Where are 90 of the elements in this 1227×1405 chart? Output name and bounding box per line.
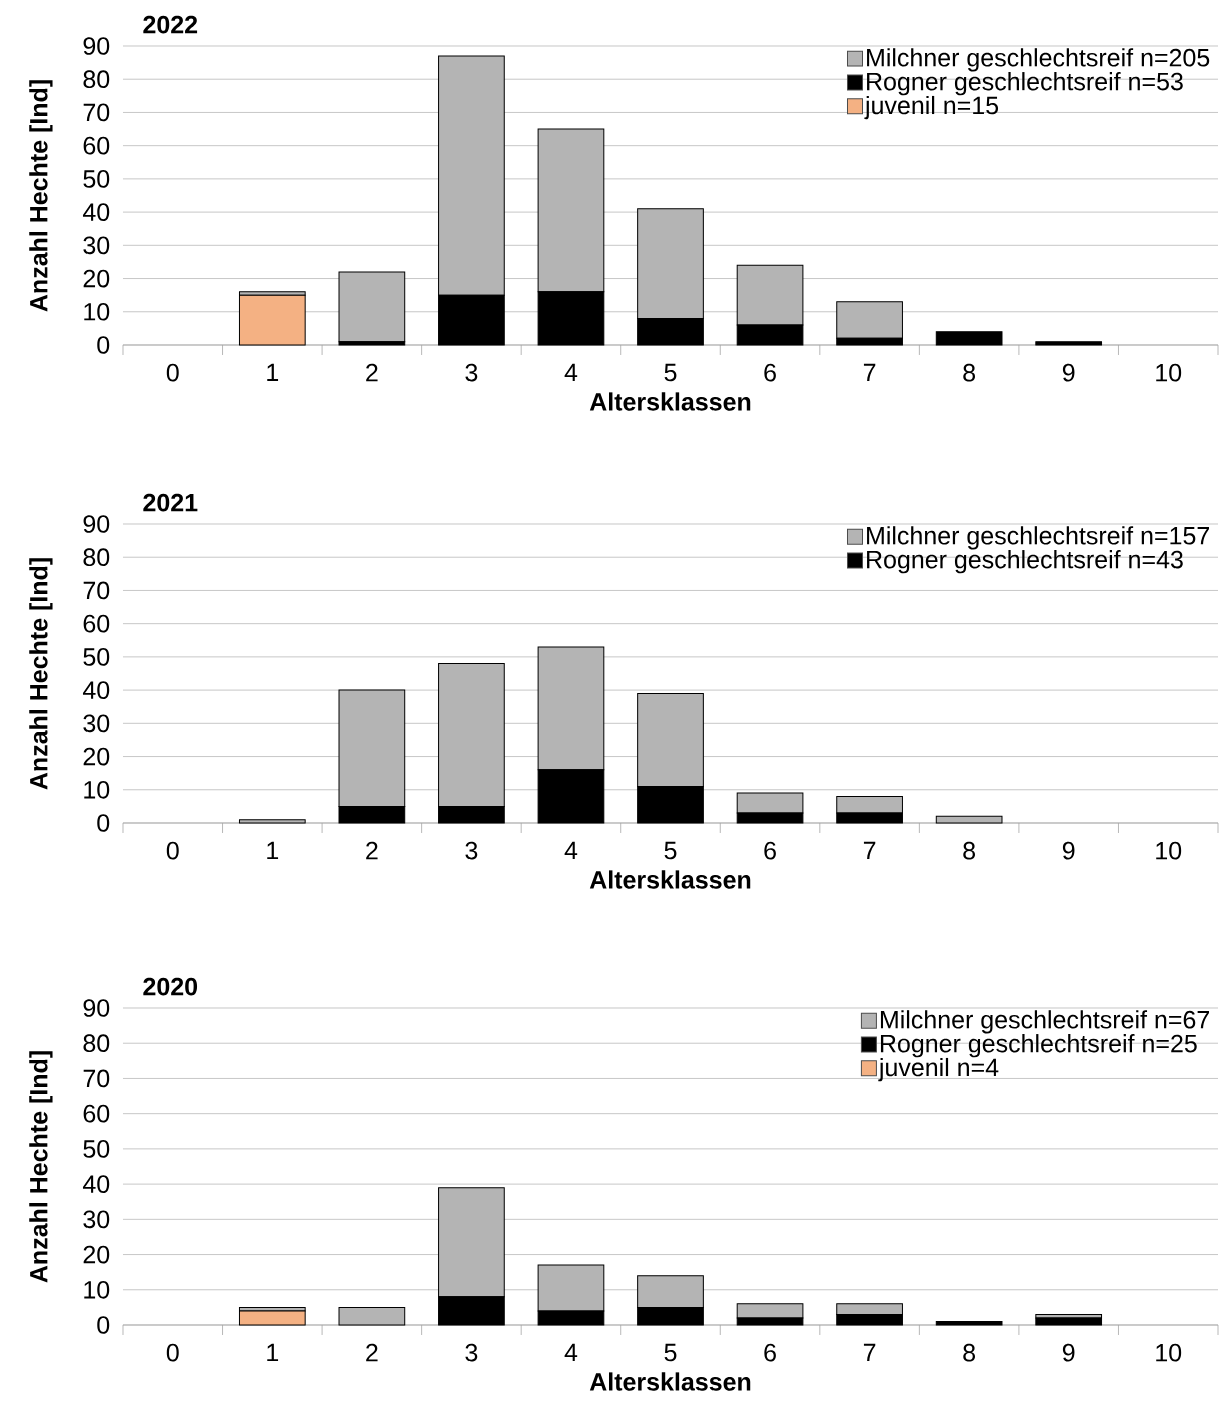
legend-label: juvenil n=15 [864,95,999,120]
bar [238,819,306,824]
y-tick-label: 0 [97,336,110,354]
x-tick-label: 0 [166,1343,179,1362]
y-tick-label: 90 [83,999,110,1017]
x-tick-label: 0 [166,841,179,860]
legend-label: Rogner geschlechtsreif n=53 [867,72,1183,96]
chart-title: 2021 [143,493,198,512]
y-tick-label: 20 [83,1245,110,1264]
y-tick-label: 80 [83,1034,110,1053]
y-tick-label: 50 [83,648,110,666]
y-tick-label: 20 [83,269,110,288]
legend-label: Milchner geschlechtsreif n=67 [880,1010,1209,1034]
bar [238,1310,306,1326]
x-tick-label: 6 [764,841,776,860]
x-tick-label: 2 [366,1343,378,1362]
x-axis-title: Altersklassen [589,1372,751,1391]
y-axis-title: Anzahl Hechte [Ind] [29,558,53,790]
y-tick-label: 10 [84,302,110,321]
x-tick-label: 8 [963,841,975,860]
bar [1035,1317,1103,1326]
bar [935,815,1003,824]
legend-label: Milchner geschlechtsreif n=157 [867,526,1209,550]
y-tick-label: 50 [83,170,110,188]
x-tick-label: 9 [1062,1343,1075,1362]
x-tick-label: 3 [465,841,478,860]
y-tick-label: 30 [83,714,110,733]
x-tick-label: 10 [1156,1343,1182,1362]
x-tick-label: 0 [166,363,179,382]
y-tick-label: 0 [97,814,110,832]
y-tick-label: 60 [83,614,110,633]
y-tick-label: 30 [83,236,110,255]
x-axis-title: Altersklassen [589,392,751,411]
bar [1035,341,1103,346]
bar [935,331,1003,346]
y-tick-label: 40 [82,1175,110,1193]
y-tick-label: 30 [83,1210,110,1229]
x-tick-label: 4 [564,363,578,381]
y-tick-label: 90 [83,515,110,533]
x-tick-label: 5 [664,1343,677,1362]
x-tick-label: 3 [465,363,478,382]
chart-title: 2020 [143,977,198,996]
y-tick-label: 70 [83,581,110,600]
x-tick-label: 4 [564,841,578,859]
chart-title: 2022 [143,15,198,34]
x-tick-label: 5 [664,363,677,382]
y-tick-label: 70 [83,1069,110,1088]
x-tick-label: 8 [963,1343,975,1362]
x-tick-label: 1 [267,363,279,381]
y-tick-label: 70 [83,103,110,122]
y-tick-label: 0 [97,1316,110,1334]
x-tick-label: 7 [863,841,876,859]
y-axis-title: Anzahl Hechte [Ind] [29,80,53,312]
y-tick-label: 80 [83,548,110,567]
y-tick-label: 40 [82,203,110,221]
x-tick-label: 9 [1062,841,1075,860]
x-tick-label: 6 [764,1343,776,1362]
x-tick-label: 5 [664,841,677,860]
y-tick-label: 60 [83,136,110,155]
legend-label: Rogner geschlechtsreif n=43 [867,550,1183,574]
x-tick-label: 1 [267,841,279,859]
bar [338,271,406,343]
bar [238,294,306,346]
x-axis-title: Altersklassen [589,870,751,889]
y-tick-label: 80 [83,70,110,89]
x-tick-label: 10 [1156,363,1182,382]
bar [338,1306,406,1326]
x-tick-label: 10 [1156,841,1182,860]
y-tick-label: 20 [83,747,110,766]
y-tick-label: 10 [84,780,110,799]
x-tick-label: 2 [366,363,378,382]
bar [935,1320,1003,1326]
x-tick-label: 6 [764,363,776,382]
x-tick-label: 3 [465,1343,478,1362]
y-tick-label: 60 [83,1104,110,1123]
legend-label: Rogner geschlechtsreif n=25 [880,1034,1197,1058]
x-tick-label: 7 [863,1343,876,1361]
x-tick-label: 1 [267,1343,279,1361]
legend-label: juvenil n=4 [878,1057,999,1082]
y-tick-label: 10 [84,1280,110,1299]
x-tick-label: 2 [366,841,378,860]
x-tick-label: 4 [564,1343,578,1361]
x-tick-label: 9 [1062,363,1075,382]
x-tick-label: 7 [863,363,876,381]
x-tick-label: 8 [963,363,975,382]
y-axis-title: Anzahl Hechte [Ind] [29,1051,53,1283]
y-tick-label: 40 [82,681,110,699]
legend-label: Milchner geschlechtsreif n=205 [867,48,1210,72]
y-tick-label: 50 [83,1140,110,1158]
y-tick-label: 90 [83,37,110,55]
